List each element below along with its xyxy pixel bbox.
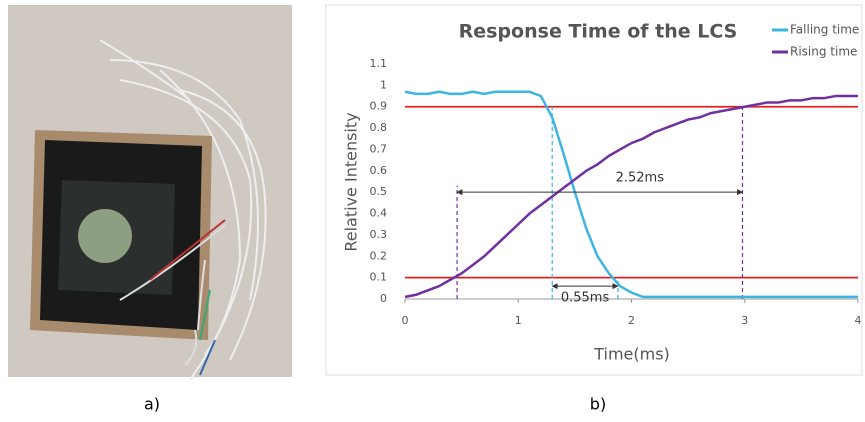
annotation: 2.52ms: [616, 171, 665, 186]
x-tick-label: 3: [741, 314, 748, 327]
wires-front: [119, 224, 226, 366]
red-wire: [149, 219, 226, 281]
wires: [99, 39, 267, 381]
panel-label: a): [144, 395, 160, 414]
active-area: [78, 209, 132, 263]
x-tick-label: 2: [628, 314, 635, 327]
series-line: [404, 90, 858, 299]
legend-label: Rising time: [790, 45, 857, 59]
y-tick-label: 0.9: [370, 100, 388, 113]
y-tick-label: 0.2: [370, 249, 388, 262]
y-tick-label: 1: [380, 78, 387, 91]
x-axis-label: Time(ms): [593, 345, 670, 364]
y-tick-label: 0.8: [370, 121, 388, 134]
photo: [8, 5, 292, 381]
y-tick-label: 0.4: [370, 207, 388, 220]
y-tick-label: 0.6: [370, 164, 388, 177]
series-line: [404, 94, 858, 299]
x-tick-label: 0: [402, 314, 409, 327]
legend-label: Falling time: [790, 23, 859, 37]
plot: 0 0.1 0.2 0.3 0.4 0.5 0.6 0.7 0.8 0.9 1 1.1 0 1 2 3 4 Fal…: [370, 23, 862, 328]
y-tick-label: 1.1: [370, 57, 388, 70]
x-tick-label: 4: [855, 314, 862, 327]
y-tick-label: 0: [380, 292, 387, 305]
annotation: 0.55ms: [561, 291, 610, 306]
y-tick-label: 0.7: [370, 142, 388, 155]
panel-label: b): [590, 395, 606, 414]
x-tick-label: 1: [515, 314, 522, 327]
chart-title: Response Time of the LCS: [459, 21, 738, 43]
blue-wire: [199, 339, 216, 376]
green-wire: [199, 289, 211, 341]
y-tick-label: 0.5: [370, 185, 388, 198]
y-tick-label: 0.3: [370, 228, 388, 241]
y-axis-label: Relative Intensity: [342, 112, 361, 251]
y-tick-label: 0.1: [370, 271, 388, 284]
